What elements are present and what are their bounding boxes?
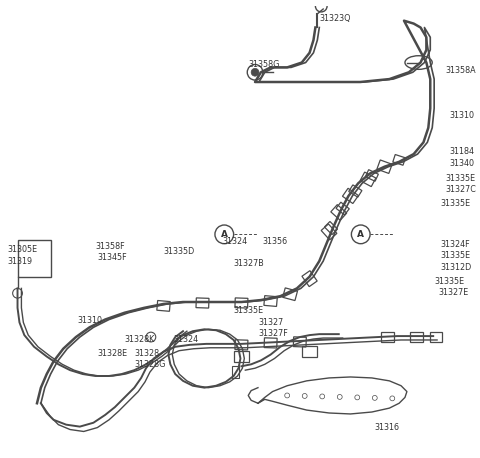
- Bar: [393, 154, 406, 165]
- Bar: [430, 332, 443, 342]
- Text: 31328G: 31328G: [134, 360, 166, 370]
- Text: 31327: 31327: [258, 317, 283, 327]
- Bar: [360, 172, 376, 186]
- Bar: [235, 298, 248, 308]
- Text: 31319: 31319: [8, 257, 33, 266]
- Text: 31358F: 31358F: [96, 242, 125, 251]
- Text: 31327E: 31327E: [438, 289, 468, 297]
- Bar: [381, 332, 394, 342]
- Text: 31335E: 31335E: [234, 306, 264, 315]
- Text: 31327F: 31327F: [258, 329, 288, 338]
- Circle shape: [247, 65, 263, 80]
- Bar: [410, 332, 423, 342]
- Text: 31312D: 31312D: [440, 263, 471, 272]
- Text: 31358G: 31358G: [248, 60, 280, 69]
- Bar: [377, 160, 392, 174]
- Text: 31324F: 31324F: [440, 240, 469, 249]
- Bar: [302, 346, 317, 358]
- Text: 31327C: 31327C: [446, 185, 477, 194]
- Bar: [232, 366, 240, 378]
- Text: 31335E: 31335E: [440, 199, 470, 208]
- Bar: [234, 351, 249, 362]
- Bar: [302, 271, 317, 287]
- Text: 31323Q: 31323Q: [319, 14, 351, 23]
- Text: 31327B: 31327B: [234, 259, 264, 268]
- Text: 31328K: 31328K: [125, 335, 155, 344]
- Bar: [293, 337, 306, 347]
- Text: 31345F: 31345F: [97, 253, 127, 262]
- Text: 31356: 31356: [263, 237, 288, 246]
- Bar: [157, 300, 170, 311]
- Bar: [342, 188, 359, 203]
- Text: 31335E: 31335E: [440, 251, 470, 261]
- Text: A: A: [221, 230, 228, 239]
- Bar: [365, 169, 378, 181]
- Bar: [235, 340, 248, 350]
- Text: A: A: [357, 230, 364, 239]
- Text: 31324: 31324: [222, 237, 247, 246]
- Text: 31310: 31310: [78, 316, 103, 325]
- Circle shape: [251, 68, 259, 76]
- Text: 31335E: 31335E: [434, 277, 464, 286]
- Text: 31335E: 31335E: [446, 174, 476, 182]
- Bar: [324, 222, 337, 234]
- Bar: [264, 295, 277, 306]
- Bar: [331, 205, 347, 220]
- Text: 31310: 31310: [450, 111, 475, 120]
- Bar: [336, 202, 349, 215]
- Text: 31184: 31184: [450, 147, 475, 156]
- Text: 31316: 31316: [375, 423, 400, 432]
- Text: 31358A: 31358A: [446, 66, 477, 76]
- Bar: [283, 288, 298, 300]
- Bar: [264, 338, 277, 348]
- Text: 31328E: 31328E: [97, 349, 128, 358]
- Bar: [348, 185, 362, 197]
- Bar: [196, 298, 209, 308]
- Text: 31328: 31328: [134, 349, 159, 358]
- Text: 31335D: 31335D: [164, 247, 195, 256]
- Text: 31305E: 31305E: [8, 245, 38, 254]
- Text: 31340: 31340: [450, 159, 475, 168]
- Bar: [321, 224, 337, 240]
- Text: 31324: 31324: [173, 335, 198, 344]
